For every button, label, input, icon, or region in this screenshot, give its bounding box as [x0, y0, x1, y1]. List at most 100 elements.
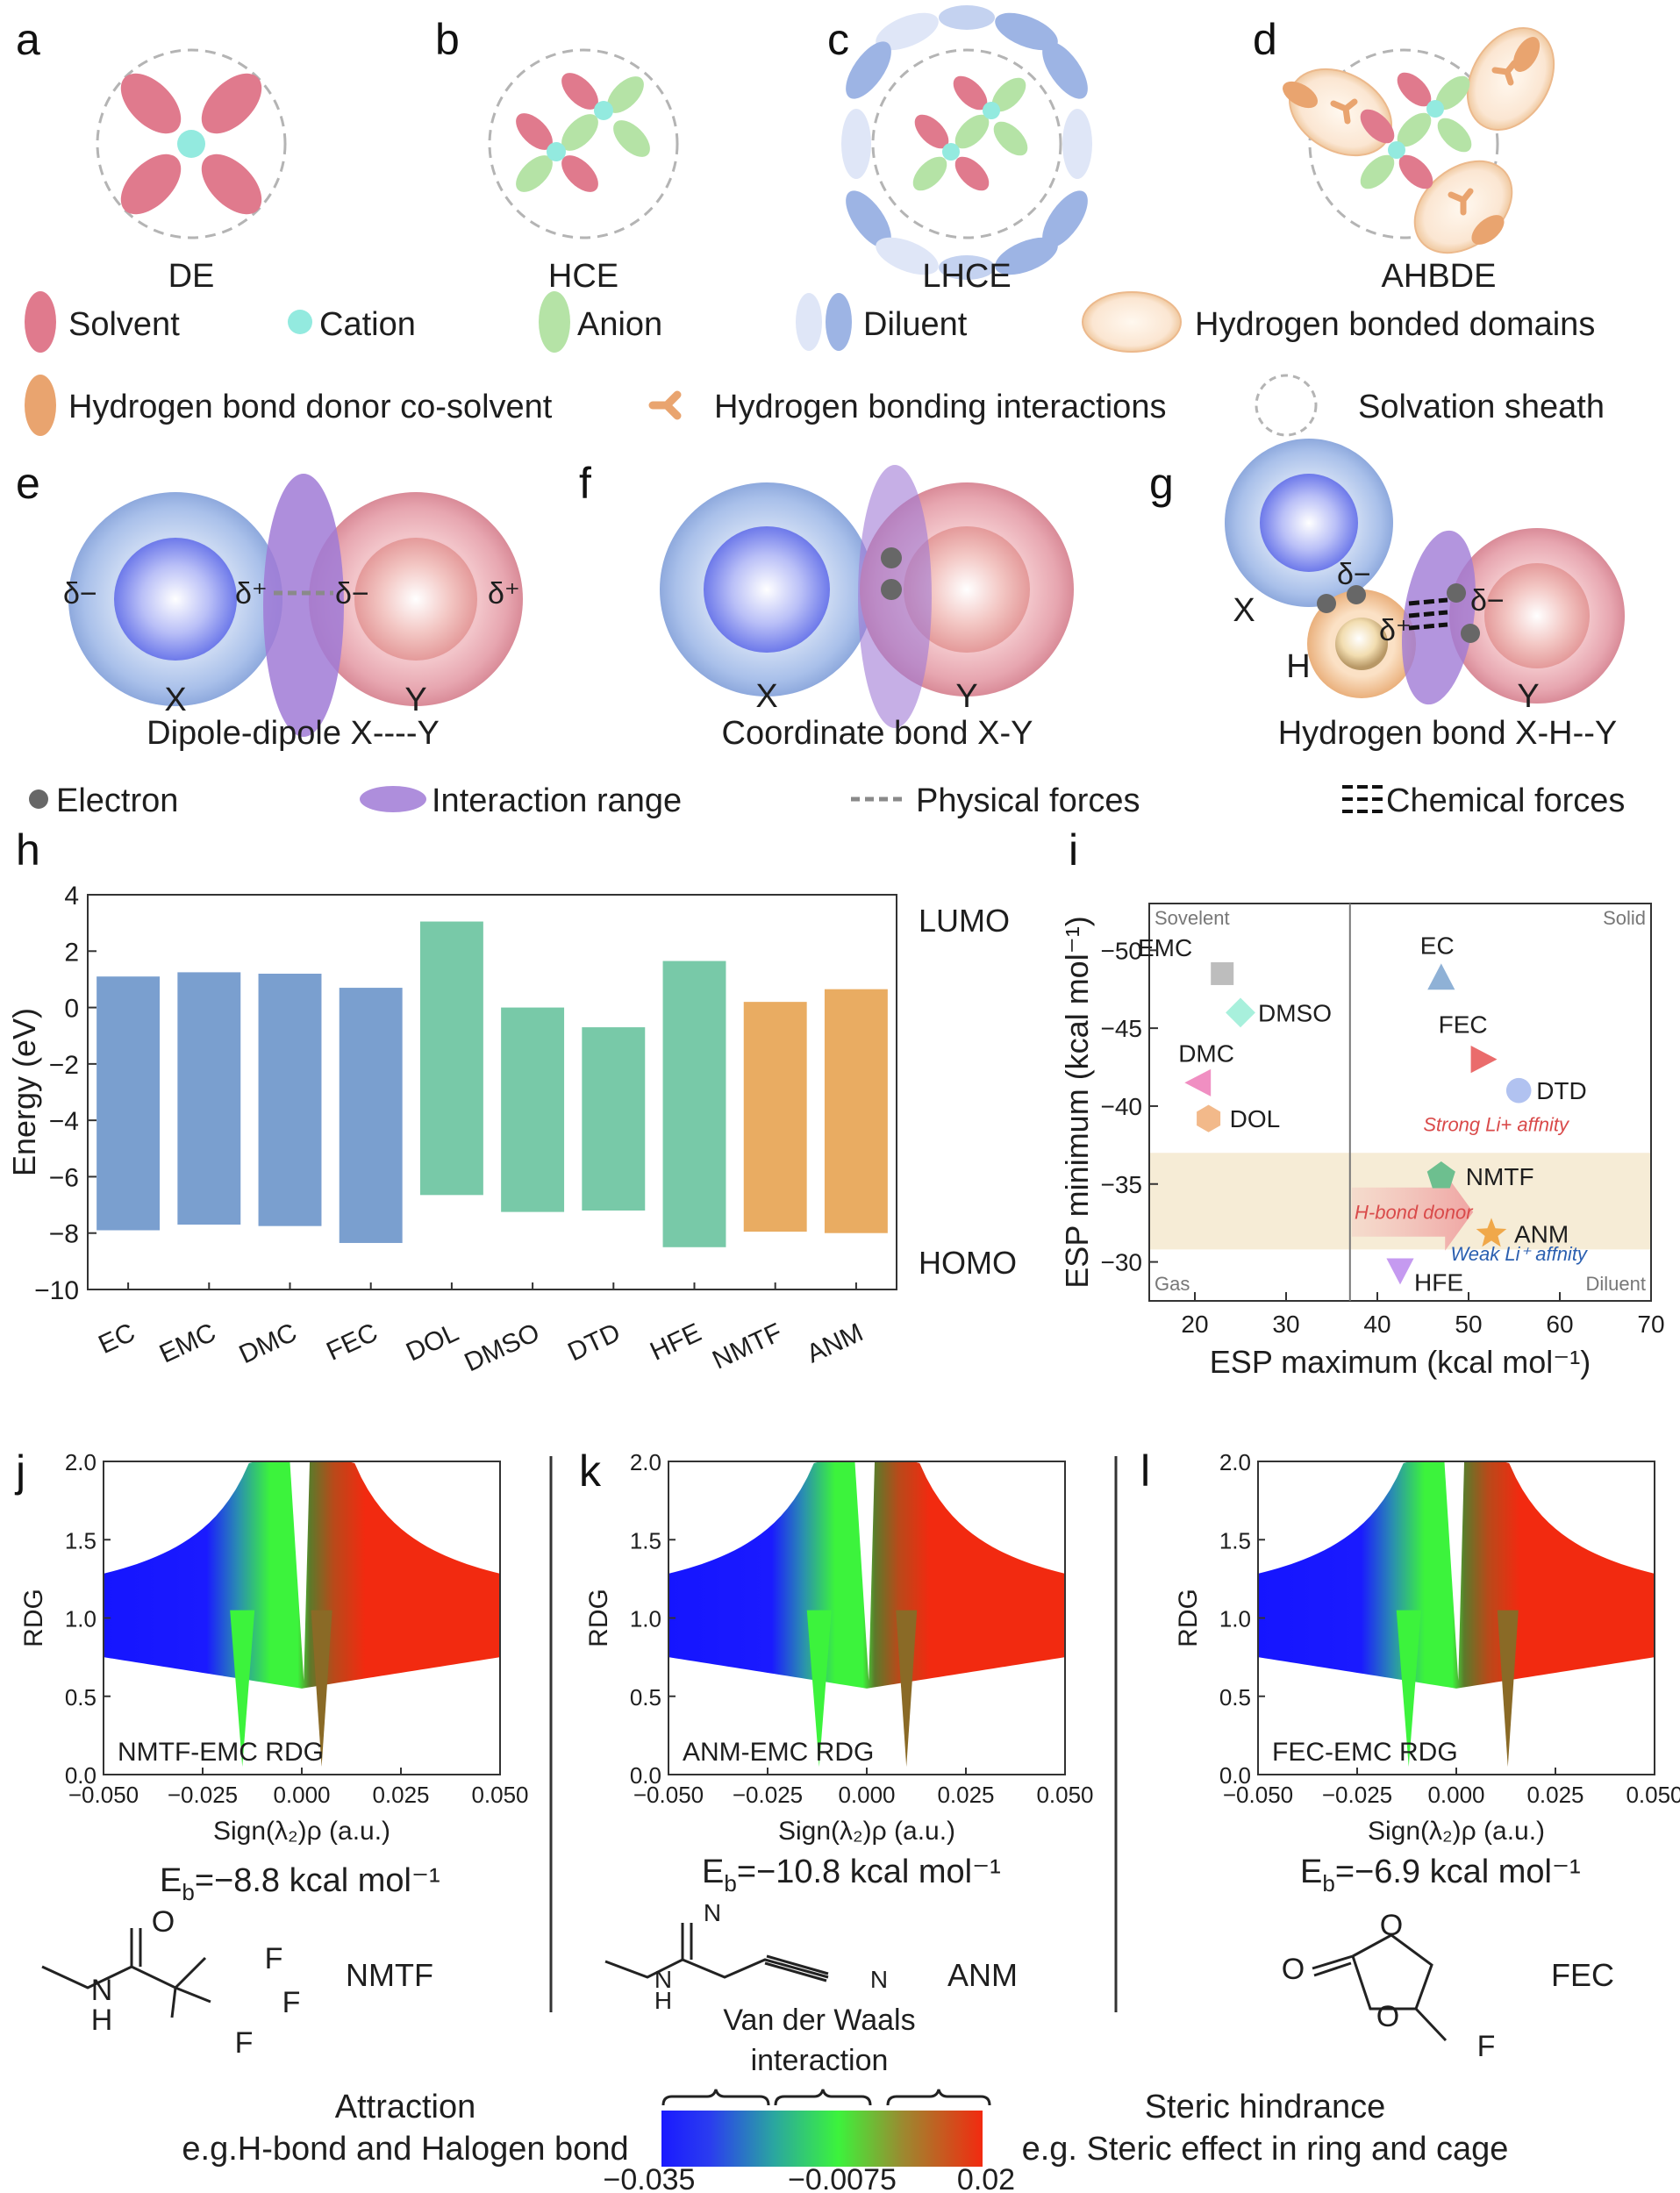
- eb-sub: b: [182, 1879, 194, 1905]
- i-ylabel: ESP minimum (kcal mol⁻¹): [1059, 916, 1095, 1288]
- h-ytick: −2: [49, 1051, 79, 1080]
- h-ytick: −6: [49, 1163, 79, 1192]
- point-ec-label: EC: [1420, 932, 1455, 959]
- eb-sub: b: [724, 1870, 736, 1897]
- h-ylabel: Energy (eV): [6, 1008, 42, 1176]
- i-strong: Strong Li+ affnity: [1423, 1113, 1570, 1135]
- cbar-vdw2: interaction: [751, 2044, 889, 2077]
- rdg-ytick: 2.0: [65, 1449, 97, 1475]
- panel-label-d: d: [1253, 15, 1277, 64]
- nmtf-h: H: [91, 2004, 113, 2037]
- point-hfe: [1386, 1258, 1414, 1285]
- dipole-x-dminus: δ−: [63, 577, 97, 611]
- rdg-ytick: 0.5: [630, 1684, 661, 1711]
- panel-label-f: f: [579, 459, 591, 508]
- point-anm-label: ANM: [1514, 1221, 1569, 1248]
- bar-nmtf: [743, 1002, 807, 1232]
- range-icon: [360, 786, 426, 812]
- eb-value-anm: =−10.8 kcal mol⁻¹: [737, 1854, 1001, 1890]
- point-dtd: [1505, 1077, 1532, 1104]
- h-xtick-ec: EC: [94, 1318, 139, 1360]
- i-xtick: 50: [1455, 1311, 1482, 1338]
- point-emc: [1211, 961, 1234, 985]
- rdg-ytick: 0.0: [65, 1762, 97, 1789]
- bar-hfe: [662, 961, 726, 1247]
- legend-hb-interactions: Hydrogen bonding interactions: [714, 389, 1166, 425]
- legend-solvent: Solvent: [68, 306, 180, 343]
- point-dol: [1197, 1104, 1221, 1132]
- rdg-spike: [311, 1610, 332, 1768]
- eb-value-fec: =−6.9 kcal mol⁻¹: [1335, 1854, 1581, 1890]
- rdg-xtick: 0.025: [372, 1782, 429, 1808]
- i-ytick: −30: [1101, 1249, 1143, 1276]
- legend-cosolvent: Hydrogen bond donor co-solvent: [68, 389, 553, 425]
- rdg-xtick: 0.000: [838, 1782, 895, 1808]
- chart-rdg: −0.050 −0.025 0.000 0.025 0.050 0.0 0.5 1.0 1.5 2…: [19, 1449, 1680, 1846]
- i-xlabel: ESP maximum (kcal mol⁻¹): [1210, 1344, 1591, 1380]
- nmtf-name: NMTF: [346, 1957, 433, 1993]
- rdg-spike: [806, 1610, 832, 1768]
- h-ytick: 2: [64, 938, 79, 967]
- diagram-dipole: [68, 474, 523, 737]
- h-xtick-dol: DOL: [402, 1318, 463, 1367]
- rdg-xtick: −0.050: [68, 1782, 139, 1808]
- rdg-ytick: 0.5: [65, 1684, 97, 1711]
- rdg-label: NMTF-EMC RDG: [118, 1738, 324, 1767]
- rdg-spike: [1497, 1610, 1519, 1768]
- sheath-icon: [1255, 374, 1318, 437]
- attraction-eg: e.g.H-bond and Halogen bond: [182, 2131, 628, 2168]
- point-dmso-label: DMSO: [1258, 999, 1332, 1026]
- bar-fec: [339, 988, 403, 1243]
- i-plot-frame: [1148, 903, 1652, 1302]
- rdg-ylabel: RDG: [19, 1589, 48, 1647]
- nmtf-o: O: [152, 1905, 175, 1939]
- legend-chemical: Chemical forces: [1386, 782, 1625, 819]
- svg-text:Eb=−10.8 kcal mol⁻¹: Eb=−10.8 kcal mol⁻¹: [702, 1854, 1001, 1897]
- h-xtick-nmtf: NMTF: [708, 1318, 786, 1375]
- bar-ec: [97, 976, 161, 1231]
- h-xtick-hfe: HFE: [646, 1318, 705, 1366]
- point-dmso: [1226, 997, 1255, 1028]
- diagram-hbond: [1225, 439, 1625, 705]
- fec-o1: O: [1380, 1909, 1403, 1942]
- hbond-title: Hydrogen bond X-H--Y: [1278, 715, 1618, 752]
- fec-o2: O: [1282, 1953, 1305, 1986]
- rdg-ytick: 1.0: [65, 1606, 97, 1632]
- rdg-xtick: 0.025: [1526, 1782, 1583, 1808]
- rdg-ytick: 0.5: [1219, 1684, 1251, 1711]
- legend-hb-domains: Hydrogen bonded domains: [1195, 306, 1595, 343]
- point-anm: [1476, 1218, 1507, 1247]
- h-xtick-fec: FEC: [322, 1318, 382, 1366]
- legend-electron: Electron: [56, 782, 178, 819]
- rdg-gap: [290, 1461, 311, 1681]
- eb-anm: Eb=−10.8 kcal mol⁻¹: [702, 1854, 1001, 1897]
- hb-interaction-icon: [648, 390, 682, 420]
- fec-o3: O: [1376, 2000, 1399, 2033]
- rdg-xtick: −0.025: [1322, 1782, 1392, 1808]
- legend-anion: Anion: [577, 306, 662, 343]
- panel-label-j: j: [14, 1447, 25, 1496]
- point-nmtf-label: NMTF: [1466, 1163, 1534, 1190]
- rdg-ytick: 2.0: [1219, 1449, 1251, 1475]
- rdg-ytick: 0.0: [630, 1762, 661, 1789]
- rdg-xtick: 0.050: [1036, 1782, 1093, 1808]
- eb-prefix: E: [160, 1862, 182, 1899]
- cbar-braces: [661, 2089, 991, 2106]
- label-ahbde: AHBDE: [1382, 258, 1497, 295]
- i-ytick: −40: [1101, 1093, 1143, 1120]
- h-ytick: 0: [64, 995, 79, 1024]
- rdg-spike: [1396, 1610, 1421, 1768]
- dipole-title: Dipole-dipole X----Y: [147, 715, 440, 752]
- legend-cation: Cation: [319, 306, 416, 343]
- h-xtick-anm: ANM: [802, 1318, 867, 1368]
- point-hfe-label: HFE: [1414, 1268, 1463, 1296]
- diagram-coord: [660, 465, 1074, 728]
- h-ytick: 4: [64, 882, 79, 911]
- rdg-label: FEC-EMC RDG: [1272, 1738, 1458, 1767]
- diagram-de: [96, 48, 287, 239]
- cation-icon: [288, 310, 312, 334]
- eb-value-nmtf: =−8.8 kcal mol⁻¹: [195, 1862, 440, 1899]
- rdg-ylabel: RDG: [584, 1589, 613, 1647]
- colorbar: [661, 2111, 983, 2167]
- rdg-spike: [230, 1610, 255, 1768]
